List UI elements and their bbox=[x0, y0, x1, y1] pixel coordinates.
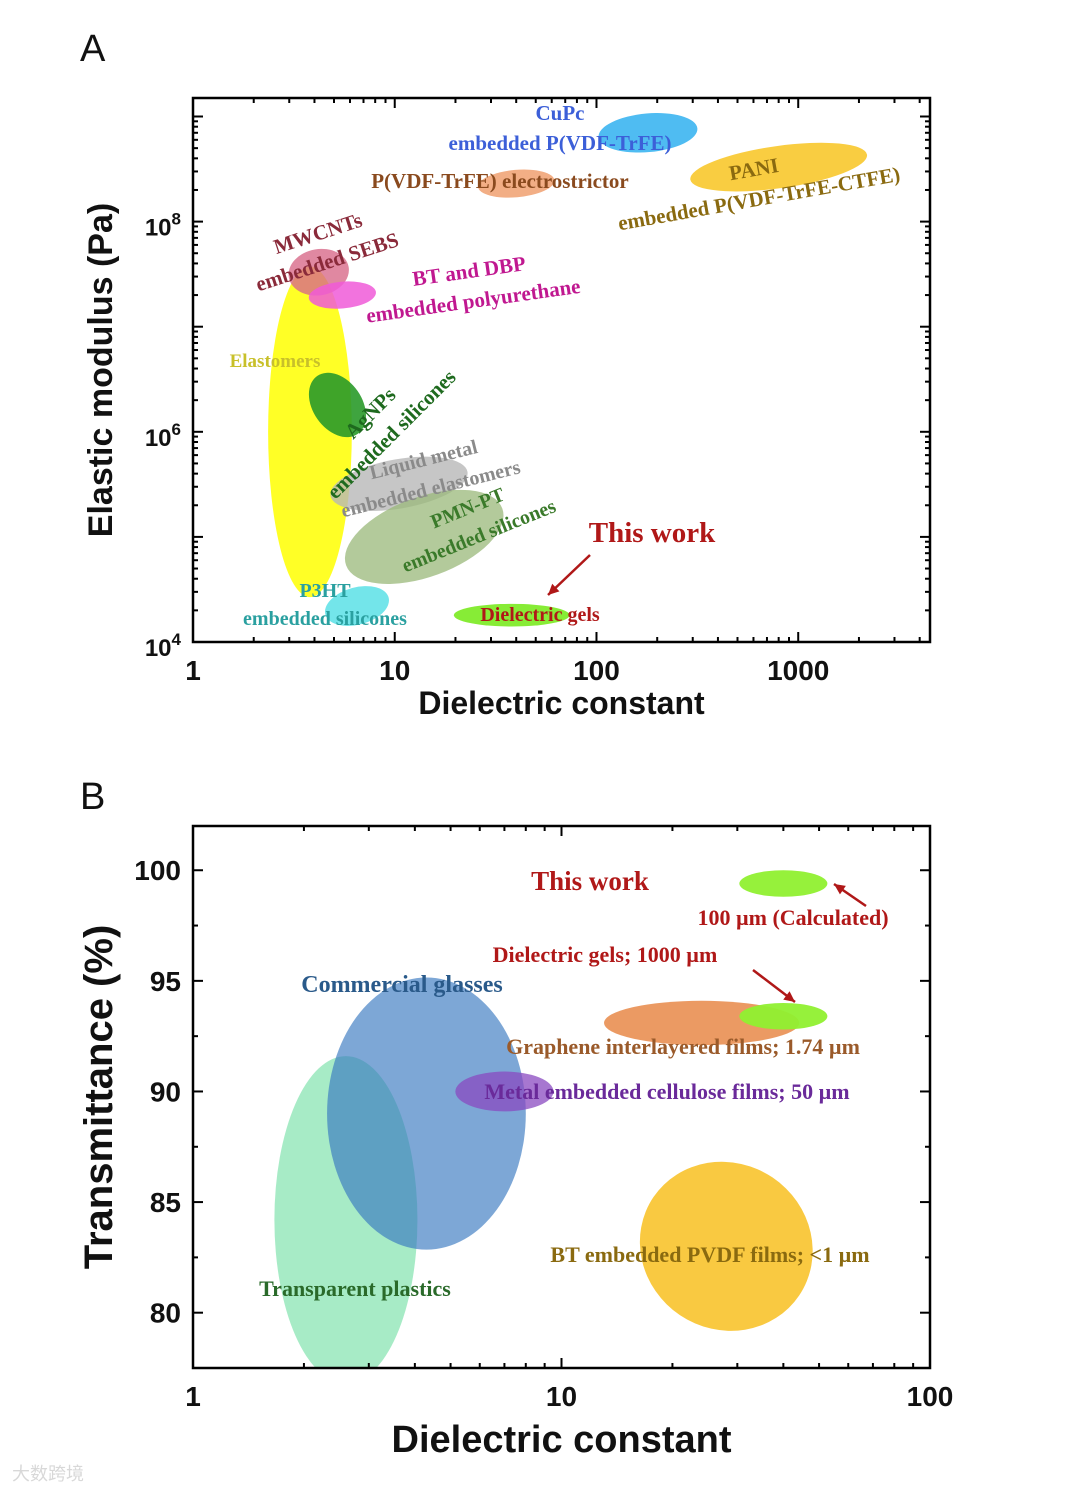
region-dielectric-gels-1000-m bbox=[739, 1002, 828, 1030]
region-cupc-embedded-p-vdf-trfe bbox=[598, 113, 698, 153]
x-tick-label: 10 bbox=[546, 1381, 577, 1412]
y-tick-label: 80 bbox=[150, 1298, 181, 1329]
annotation-bt-embedded-pvdf-films-1-m: BT embedded PVDF films; <1 µm bbox=[550, 1242, 869, 1267]
annotation-metal-embedded-cellulose-films-50-m: Metal embedded cellulose films; 50 µm bbox=[484, 1079, 849, 1104]
y-tick-label: 104 bbox=[145, 630, 182, 662]
y-tick-label: 108 bbox=[145, 210, 181, 242]
annotation-p3ht-embedded-silicones: P3HT embedded silicones bbox=[243, 580, 407, 630]
x-tick-label: 10 bbox=[379, 655, 410, 686]
region-pani-embedded-p-vdf-trfe-ctfe bbox=[690, 142, 868, 192]
annotation-transparent-plastics: Transparent plastics bbox=[259, 1276, 451, 1301]
annotation-dielectric-gels: Dielectric gels bbox=[480, 604, 600, 626]
y-tick-label: 106 bbox=[145, 420, 181, 452]
annotation-graphene-interlayered-films-1-74-m: Graphene interlayered films; 1.74 µm bbox=[506, 1034, 860, 1059]
y-tick-label: 90 bbox=[150, 1076, 181, 1107]
annotation-elastomers: Elastomers bbox=[230, 351, 321, 372]
annotation-p-vdf-trfe-electrostrictor: P(VDF-TrFE) electrostrictor bbox=[371, 169, 629, 193]
x-tick-label: 100 bbox=[573, 655, 620, 686]
watermark-text: 大数跨境 bbox=[12, 1464, 84, 1485]
annotation-arrow-head bbox=[834, 884, 846, 895]
annotation-arrow-head bbox=[783, 991, 795, 1002]
region-pmn-pt-embedded-silicones bbox=[344, 489, 504, 584]
region-p-vdf-trfe-electrostrictor bbox=[477, 169, 555, 198]
regions-group bbox=[268, 113, 868, 627]
x-axis-title: Dielectric constant bbox=[418, 685, 705, 721]
x-axis-title: Dielectric constant bbox=[392, 1419, 732, 1461]
annotation-this-work: This work bbox=[531, 866, 649, 896]
annotation-dielectric-gels-1000-m: Dielectric gels; 1000 µm bbox=[493, 942, 718, 967]
annotation-cupc-embedded-p-vdf-trfe: CuPc embedded P(VDF-TrFE) bbox=[449, 101, 672, 155]
region-elastomers bbox=[268, 266, 352, 598]
annotation-this-work: This work bbox=[589, 517, 716, 549]
x-tick-label: 1 bbox=[185, 1381, 201, 1412]
x-tick-label: 1 bbox=[185, 655, 201, 686]
regions-group bbox=[274, 870, 828, 1368]
y-tick-label: 100 bbox=[134, 855, 181, 886]
panel-letter-b: B bbox=[80, 776, 106, 818]
region-metal-embedded-cellulose-films-50-m bbox=[455, 1071, 554, 1112]
x-tick-label: 1000 bbox=[767, 655, 829, 686]
region-bt-embedded-pvdf-films-1-m bbox=[639, 1161, 813, 1331]
x-tick-label: 100 bbox=[907, 1381, 954, 1412]
annotation-100-m-calculated: 100 µm (Calculated) bbox=[697, 905, 888, 930]
annotation-arrow-head bbox=[548, 583, 560, 595]
panel-letter-a: A bbox=[80, 28, 106, 70]
region-100-m-calculated bbox=[739, 870, 828, 897]
region-bt-and-dbp-embedded-polyurethane bbox=[308, 281, 376, 309]
region-commercial-glasses bbox=[327, 977, 526, 1250]
annotation-commercial-glasses: Commercial glasses bbox=[301, 972, 503, 998]
y-axis-title: Transmittance (%) bbox=[77, 925, 121, 1270]
region-dielectric-gels bbox=[453, 603, 570, 627]
region-agnps-embedded-silicones bbox=[308, 372, 366, 438]
region-p3ht-embedded-silicones bbox=[325, 586, 389, 626]
y-axis-title: Elastic modulus (Pa) bbox=[82, 203, 120, 537]
y-tick-label: 85 bbox=[150, 1187, 181, 1218]
plot-frame bbox=[191, 96, 932, 644]
y-tick-label: 95 bbox=[150, 966, 181, 997]
